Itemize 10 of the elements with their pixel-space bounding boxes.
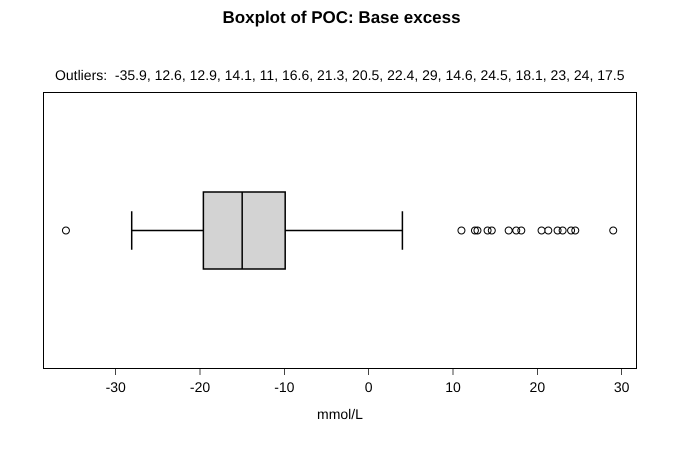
x-tick-label: -20 [190,378,210,395]
chart-subtitle: Outliers: -35.9, 12.6, 12.9, 14.1, 11, 16.6, 21.3, 20.5, 22.4, 29, 14.6, 24.5, 18.1, 23, 24, 17.5 [55,67,625,83]
x-tick-label: 30 [614,378,630,395]
x-tick-label: 0 [364,378,373,395]
chart-title: Boxplot of POC: Base excess [222,8,461,28]
x-tick-label: -30 [106,378,126,395]
x-tick-label: 10 [445,378,461,395]
x-tick-label: -10 [274,378,295,395]
x-tick-label: 20 [530,378,546,395]
x-axis-title: mmol/L [317,406,364,422]
